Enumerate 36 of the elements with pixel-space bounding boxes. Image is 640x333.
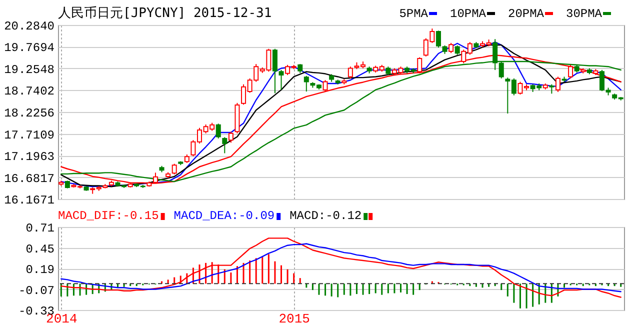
candlestick	[555, 76, 560, 92]
legend-label: MACD:-0.12	[290, 209, 362, 223]
y-tick-label: 19.2548	[4, 63, 54, 77]
y-tick-label: 20.2840	[4, 20, 54, 34]
y-tick-label: 0.45	[26, 242, 54, 256]
legend-label: 30PMA	[566, 7, 603, 21]
y-tick-label: 0.71	[26, 222, 54, 236]
y-tick-label: -0.07	[18, 284, 54, 298]
candlestick	[549, 84, 554, 94]
y-tick-label: 17.1963	[4, 150, 54, 164]
line-series	[60, 238, 622, 298]
chart-title: 人民币日元[JPYCNY] 2015-12-31	[58, 6, 272, 21]
legend-label: MACD_DIF:-0.15	[58, 209, 159, 223]
candlestick	[454, 44, 460, 56]
y-tick-label: 18.2256	[4, 106, 54, 120]
candlestick	[448, 42, 454, 54]
candlestick	[568, 64, 574, 79]
legend-label: MACD_DEA:-0.09	[174, 209, 275, 223]
candlestick	[216, 123, 221, 139]
x-tick-label: 2015	[278, 312, 310, 326]
y-tick-label: 19.7694	[4, 41, 54, 56]
candlestick	[172, 163, 177, 175]
candlestick	[348, 66, 353, 79]
candlestick	[304, 75, 309, 92]
legend-label: 5PMA	[399, 7, 429, 21]
y-tick-label: 0.19	[26, 263, 54, 277]
y-tick-label: 18.7402	[4, 84, 54, 99]
y-tick-label: 16.1671	[4, 194, 54, 208]
y-tick-label: 16.6817	[4, 172, 54, 186]
line-series	[60, 243, 622, 292]
legend-label: 10PMA	[450, 7, 487, 21]
candlestick	[228, 131, 234, 144]
y-tick-label: 17.7109	[4, 128, 54, 142]
candlestick	[322, 80, 328, 92]
legend-label: 20PMA	[508, 7, 545, 21]
candlestick	[222, 136, 228, 154]
